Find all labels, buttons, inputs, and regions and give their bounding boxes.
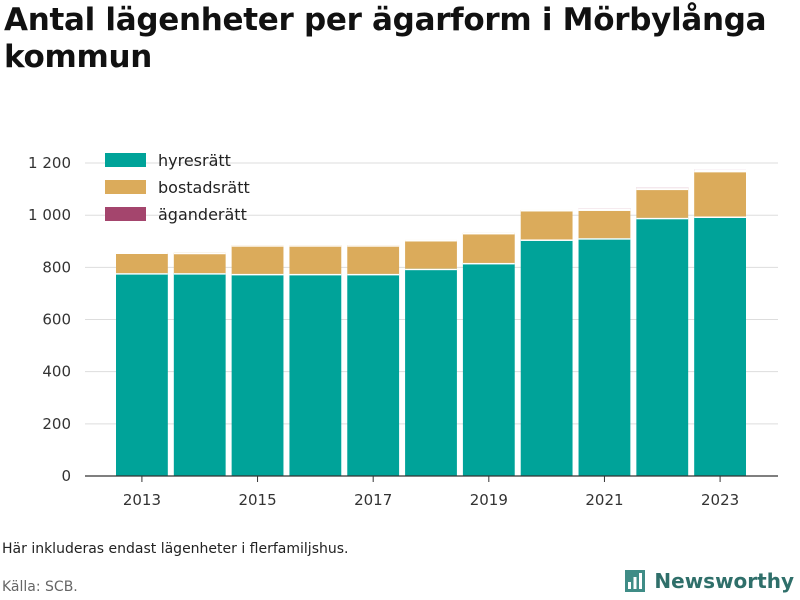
stacked-bar-chart: 0 200 400 600 800 1 000 1 200 2013 2015 2017 2019 2… bbox=[28, 151, 778, 509]
bar-separator bbox=[520, 239, 573, 241]
brand-name: Newsworthy bbox=[654, 569, 794, 593]
x-tick-label: 2013 bbox=[123, 491, 161, 509]
bar-segment bbox=[173, 273, 226, 476]
bar-separator bbox=[289, 245, 342, 247]
bar-separator bbox=[405, 239, 457, 242]
bar-segment bbox=[694, 170, 746, 217]
legend-swatch bbox=[105, 153, 146, 167]
bar-segment bbox=[405, 268, 457, 476]
chart-note: Här inkluderas endast lägenheter i flerf… bbox=[2, 541, 349, 557]
chart-title: Antal lägenheter per ägarform i Mörbylån… bbox=[4, 2, 767, 75]
legend-label: bostadsrätt bbox=[158, 178, 250, 197]
axes: 0 200 400 600 800 1 000 1 200 2013 2015 2017 2019 2… bbox=[28, 154, 778, 509]
legend-swatch bbox=[105, 207, 146, 221]
bar-segment bbox=[578, 209, 631, 239]
bar-segment bbox=[347, 273, 400, 476]
bar-segment bbox=[636, 217, 689, 477]
bar-segment bbox=[173, 252, 226, 274]
bar-segment bbox=[520, 209, 573, 240]
bar-separator bbox=[347, 273, 400, 276]
bar-separator bbox=[520, 209, 573, 212]
bar-segment bbox=[116, 273, 168, 476]
bar-separator bbox=[578, 209, 631, 211]
bar-segment bbox=[462, 262, 515, 476]
bar-separator bbox=[347, 245, 400, 247]
legend-label: äganderätt bbox=[158, 205, 247, 224]
bar-separator bbox=[173, 252, 226, 255]
bar-separator bbox=[405, 268, 457, 271]
y-tick-label: 1 000 bbox=[28, 206, 71, 224]
bar-segment bbox=[694, 216, 746, 476]
bar-segment bbox=[405, 239, 457, 269]
legend-swatch bbox=[105, 180, 146, 194]
x-tick-label: 2021 bbox=[585, 491, 623, 509]
bar-separator bbox=[116, 252, 168, 254]
x-tick-label: 2019 bbox=[470, 491, 508, 509]
bar-segment bbox=[116, 252, 168, 274]
bar-separator bbox=[636, 188, 689, 191]
y-tick-label: 1 200 bbox=[28, 154, 71, 172]
bar-separator bbox=[694, 169, 746, 172]
bar-separator bbox=[231, 245, 284, 247]
bar-separator bbox=[578, 208, 631, 210]
bar-segment bbox=[636, 188, 689, 218]
x-tick-label: 2015 bbox=[238, 491, 276, 509]
bar-separator bbox=[289, 273, 342, 276]
bar-separator bbox=[231, 273, 284, 276]
bar-separator bbox=[636, 187, 689, 189]
bar-separator bbox=[578, 238, 631, 240]
bar-separator bbox=[173, 273, 226, 275]
bar-separator bbox=[694, 216, 746, 219]
legend: hyresrätt bostadsrätt äganderätt bbox=[105, 151, 250, 224]
source-text: Källa: SCB. bbox=[2, 579, 78, 595]
legend-label: hyresrätt bbox=[158, 151, 231, 170]
bar-segment bbox=[231, 245, 284, 274]
bar-chart-logo-icon bbox=[625, 570, 646, 592]
bar-separator bbox=[636, 217, 689, 220]
y-tick-label: 0 bbox=[61, 467, 71, 485]
y-tick-label: 600 bbox=[42, 311, 71, 329]
bar-separator bbox=[694, 170, 746, 173]
bar-separator bbox=[462, 232, 515, 235]
x-tick-label: 2023 bbox=[701, 491, 739, 509]
bar-segment bbox=[289, 273, 342, 476]
y-tick-label: 200 bbox=[42, 415, 71, 433]
x-tick-label: 2017 bbox=[354, 491, 392, 509]
y-tick-label: 800 bbox=[42, 258, 71, 276]
bar-segment bbox=[462, 232, 515, 263]
bar-segment bbox=[289, 245, 342, 274]
bar-segment bbox=[520, 239, 573, 476]
bar-separator bbox=[116, 273, 168, 275]
brand-logo: Newsworthy bbox=[623, 568, 794, 594]
bar-segment bbox=[231, 273, 284, 476]
y-tick-label: 400 bbox=[42, 363, 71, 381]
bar-segment bbox=[347, 245, 400, 274]
bar-separator bbox=[462, 262, 515, 265]
bar-segment bbox=[578, 238, 631, 476]
bars bbox=[116, 169, 746, 477]
